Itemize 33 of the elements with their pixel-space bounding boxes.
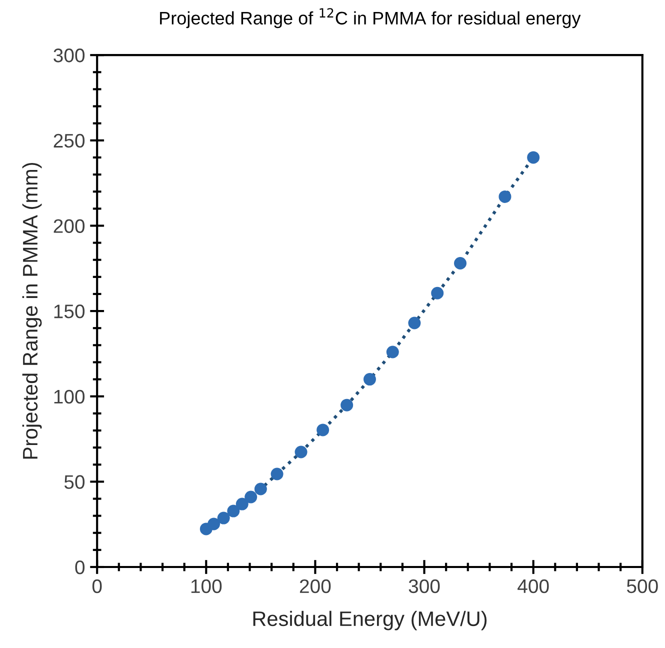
y-tick-label: 0 bbox=[75, 560, 85, 574]
point bbox=[236, 498, 248, 510]
y-tick-label: 200 bbox=[54, 219, 85, 233]
point bbox=[244, 490, 258, 504]
x-tick-label: 100 bbox=[191, 579, 222, 594]
point bbox=[431, 286, 444, 300]
point bbox=[227, 504, 240, 518]
point bbox=[527, 151, 540, 164]
x-tick-label: 500 bbox=[626, 579, 658, 594]
y-tick-label: 100 bbox=[54, 390, 85, 404]
x-tick-label: 400 bbox=[518, 579, 549, 594]
point bbox=[363, 373, 376, 386]
point bbox=[316, 424, 330, 436]
point bbox=[454, 257, 467, 270]
y-tick-label: 50 bbox=[64, 475, 85, 489]
point bbox=[294, 446, 308, 458]
point bbox=[340, 398, 354, 412]
chart-title: Projected Range of $^{12}$C in PMMA for residual energy bbox=[160, 8, 581, 28]
y-tick-label: 300 bbox=[54, 48, 85, 62]
x-tick-label: 0 bbox=[92, 579, 102, 594]
x-axis-title: Residual Energy (MeV/U) bbox=[253, 610, 487, 630]
x-tick-label: 200 bbox=[300, 579, 331, 594]
y-tick-label: 150 bbox=[54, 304, 85, 318]
point bbox=[386, 346, 399, 358]
y-tick-label: 250 bbox=[54, 134, 85, 148]
x-tick-label: 300 bbox=[408, 579, 440, 594]
point bbox=[408, 316, 421, 330]
point bbox=[217, 512, 230, 524]
point bbox=[254, 482, 267, 496]
point bbox=[270, 468, 284, 480]
y-axis-title: Projected Range in PMMA (mm) bbox=[22, 162, 42, 459]
point bbox=[498, 190, 512, 203]
point bbox=[208, 518, 220, 530]
